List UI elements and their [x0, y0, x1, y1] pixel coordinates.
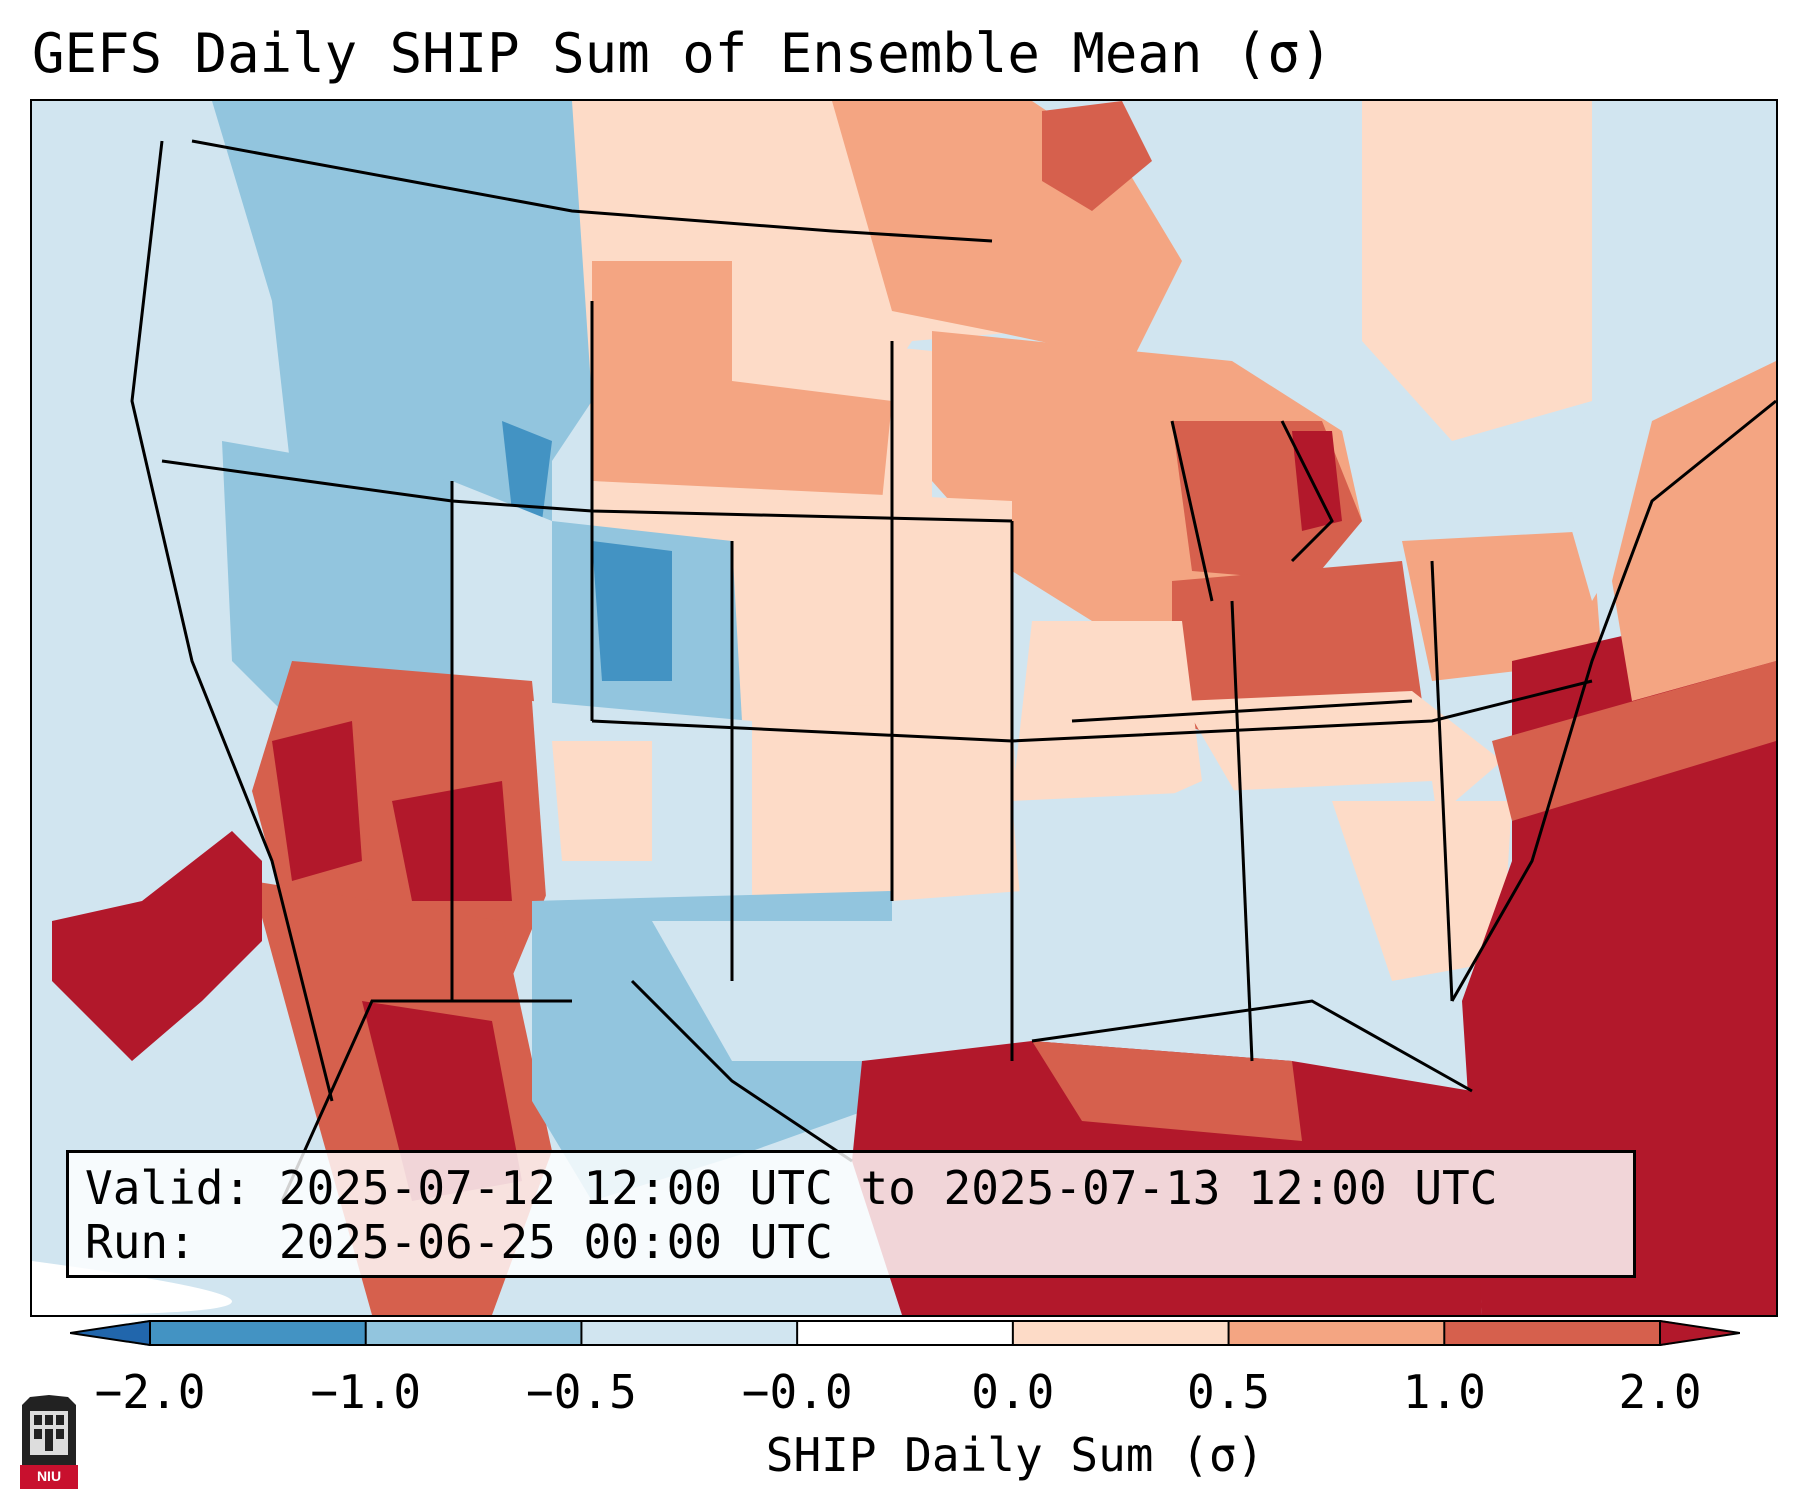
colorbar-tick-label: 0.5 [1187, 1365, 1271, 1419]
colorbar-under-triangle [70, 1320, 150, 1346]
colorbar-segment [1228, 1320, 1445, 1346]
colorbar-segment [581, 1320, 798, 1346]
niu-logo-icon [20, 1395, 78, 1489]
border-36n [591, 679, 1593, 743]
region-colorado-cold [592, 541, 672, 681]
region-illinois [1012, 621, 1202, 821]
valid-line: Valid: 2025-07-12 12:00 UTC to 2025-07-1… [85, 1161, 1617, 1215]
region-oklahoma [732, 701, 1022, 941]
colorbar-over-triangle [1660, 1320, 1740, 1346]
valid-value: 2025-07-12 12:00 UTC to 2025-07-13 12:00… [278, 1161, 1498, 1215]
niu-logo-text: NIU [36, 1468, 62, 1484]
region-michigan-peak [1292, 431, 1342, 531]
region-nevada-hot [272, 721, 362, 881]
valid-label: Valid: [85, 1161, 252, 1215]
region-gulf-coast [1032, 1041, 1302, 1141]
colorbar-tick-label: 0.0 [971, 1365, 1055, 1419]
valid-run-box: Valid: 2025-07-12 12:00 UTC to 2025-07-1… [66, 1150, 1636, 1278]
map-panel [30, 99, 1778, 1317]
coast-atlantic [1450, 399, 1776, 1002]
colorbar-label: SHIP Daily Sum (σ) [765, 1428, 1265, 1482]
map-canvas [32, 101, 1776, 1315]
run-line: Run: 2025-06-25 00:00 UTC [85, 1215, 1617, 1269]
border-us-mexico-texas [630, 979, 853, 1163]
colorbar-tick-label: −2.0 [94, 1365, 206, 1419]
border-appalachian [1430, 560, 1454, 1002]
colorbar-segment [797, 1320, 1014, 1346]
colorbar-tick-label: 1.0 [1402, 1365, 1486, 1419]
region-montana-east [592, 261, 732, 491]
region-utah [452, 481, 552, 741]
region-pennsylvania [1402, 531, 1602, 681]
colorbar-segment [1444, 1320, 1661, 1346]
colorbar-segment [365, 1320, 582, 1346]
region-new-england-offshore [1612, 361, 1776, 701]
region-dakotas-warm [732, 381, 892, 501]
colorbar [70, 1320, 1740, 1346]
region-pacific-hot [52, 831, 262, 1061]
border-north-tier-south [161, 459, 1013, 523]
colorbar-tick-label: 2.0 [1618, 1365, 1702, 1419]
region-idaho-cold [502, 421, 552, 521]
colorbar-tick-label: −0.5 [526, 1365, 637, 1419]
colorbar-segment [1012, 1320, 1230, 1346]
run-label: Run: [85, 1215, 196, 1269]
region-texas-central [652, 921, 892, 1061]
region-canada-hot [1042, 101, 1152, 211]
run-value: 2025-06-25 00:00 UTC [278, 1215, 833, 1269]
border-in-oh [1230, 600, 1254, 1062]
colorbar-segment [150, 1320, 367, 1346]
chart-title: GEFS Daily SHIP Sum of Ensemble Mean (σ) [32, 22, 1333, 85]
border-us-canada-west [191, 139, 993, 243]
region-ontario-quebec [1362, 101, 1592, 441]
region-northeast [1572, 101, 1776, 601]
region-new-mexico-warm [552, 741, 652, 861]
region-carolinas [1332, 801, 1512, 981]
border-us-mexico-west [280, 999, 572, 1202]
great-lakes-shores [1170, 420, 1334, 602]
coast-gulf [1031, 999, 1473, 1093]
political-boundaries [130, 139, 1776, 1202]
region-bc-cool [472, 101, 572, 261]
coast-pacific [130, 140, 334, 1102]
region-atlantic-band [1492, 661, 1776, 821]
colorbar-tick-label: −1.0 [310, 1365, 422, 1419]
colorbar-tick-label: −0.0 [741, 1365, 853, 1419]
border-ohio-river [1071, 699, 1413, 723]
